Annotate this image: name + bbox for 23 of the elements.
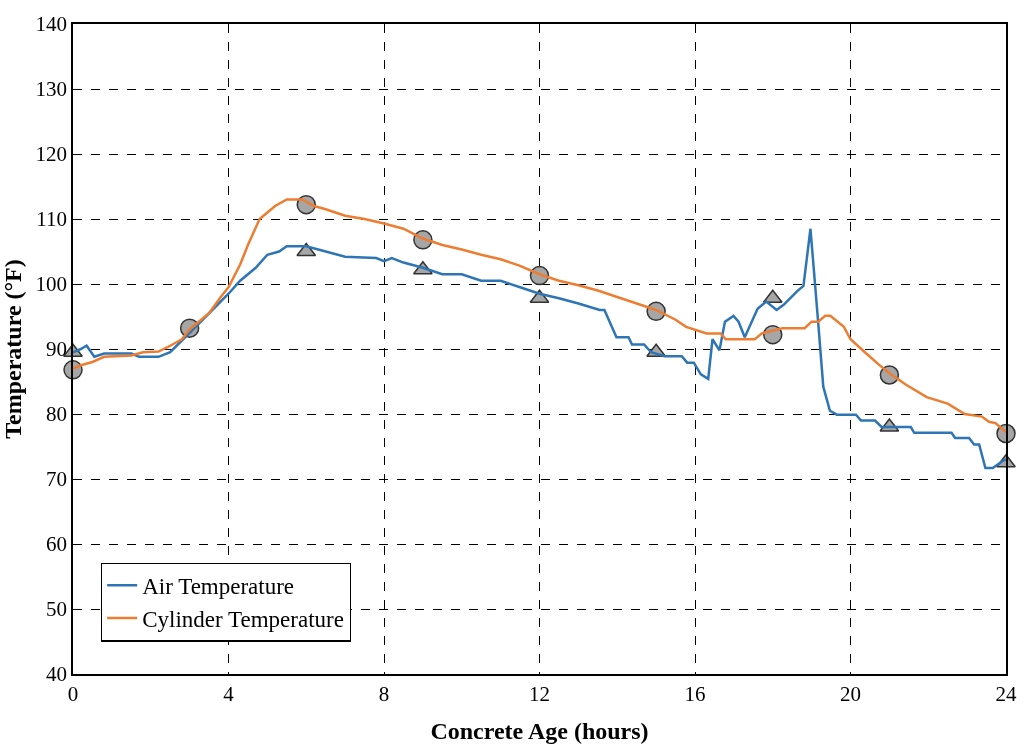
y-tick-label: 120 [35, 142, 68, 167]
x-tick-label: 20 [840, 681, 861, 706]
y-tick-label: 40 [46, 662, 68, 687]
y-tick-label: 60 [46, 532, 68, 557]
x-tick-label: 12 [529, 681, 550, 706]
x-tick-label: 16 [684, 681, 706, 706]
point [762, 289, 783, 304]
x-tick-label: 4 [223, 681, 235, 706]
y-tick-label: 130 [35, 77, 68, 102]
y-axis-title: Temperature (°F) [0, 259, 26, 439]
x-axis-title: Concrete Age (hours) [430, 718, 649, 744]
y-tick-label: 80 [46, 402, 68, 427]
x-tick-label: 24 [995, 681, 1017, 706]
x-tick-label: 0 [67, 681, 79, 706]
y-tick-label: 70 [46, 467, 68, 492]
y-tick-label: 100 [35, 272, 68, 297]
y-tick-label: 110 [36, 207, 68, 232]
x-tick-label: 8 [378, 681, 390, 706]
y-tick-label: 140 [35, 12, 68, 37]
legend-label: Air Temperature [142, 574, 295, 600]
legend-label: Cylinder Temperature [142, 607, 344, 633]
y-tick-label: 90 [46, 337, 68, 362]
y-tick-label: 50 [46, 597, 68, 622]
